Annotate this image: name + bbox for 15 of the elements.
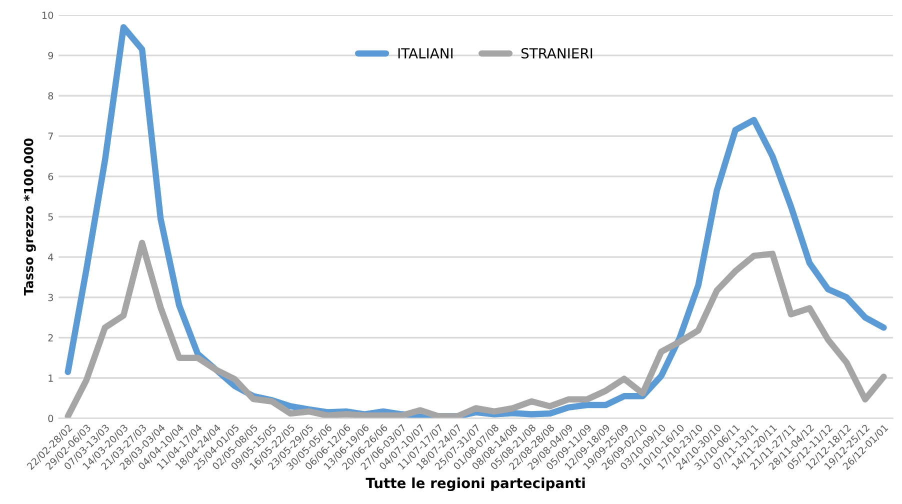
y-tick-label: 2 [48,334,53,342]
y-tick-label: 5 [48,213,53,221]
y-tick-label: 10 [42,12,54,19]
y-tick-label: 0 [48,414,54,422]
y-tick-label: 1 [48,374,53,382]
y-tick-label: 9 [48,52,54,60]
y-tick-label: 7 [48,132,53,140]
y-tick-label: 3 [48,294,53,302]
x-axis-title: Tutte le regioni partecipanti [366,477,585,492]
legend-label: ITALIANI [398,48,453,58]
y-tick-label: 8 [48,92,54,100]
y-tick-label: 6 [48,172,54,180]
y-axis-title: Tasso grezzo *100.000 [24,138,36,296]
legend-label: STRANIERI [521,48,592,59]
y-tick-label: 4 [48,254,54,261]
